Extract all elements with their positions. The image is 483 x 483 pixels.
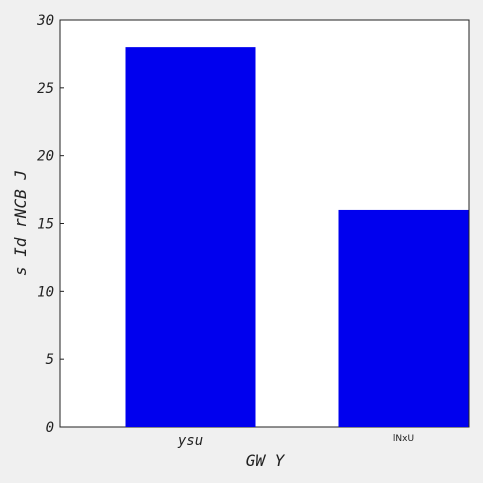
x-ticks: ysu lNxU — [177, 433, 414, 449]
y-tick-label: 20 — [37, 149, 54, 165]
y-tick-label: 0 — [46, 420, 54, 436]
y-axis-label: s Id rNCB J — [11, 170, 30, 276]
y-tick-label: 10 — [37, 284, 54, 300]
y-tick-label: 15 — [37, 217, 54, 233]
y-tick-label: 30 — [36, 13, 54, 29]
x-tick-label: lNxU — [393, 434, 414, 444]
y-tick-label: 25 — [37, 81, 54, 97]
y-tick-label: 5 — [46, 352, 54, 368]
y-ticks: 0 5 10 15 20 25 30 — [36, 13, 64, 436]
x-tick-label: ysu — [177, 433, 203, 449]
bar-ysu — [125, 47, 256, 428]
bar-lNxU — [338, 209, 469, 427]
x-axis-label: GW Y — [246, 451, 286, 470]
bars-layer — [125, 47, 469, 428]
